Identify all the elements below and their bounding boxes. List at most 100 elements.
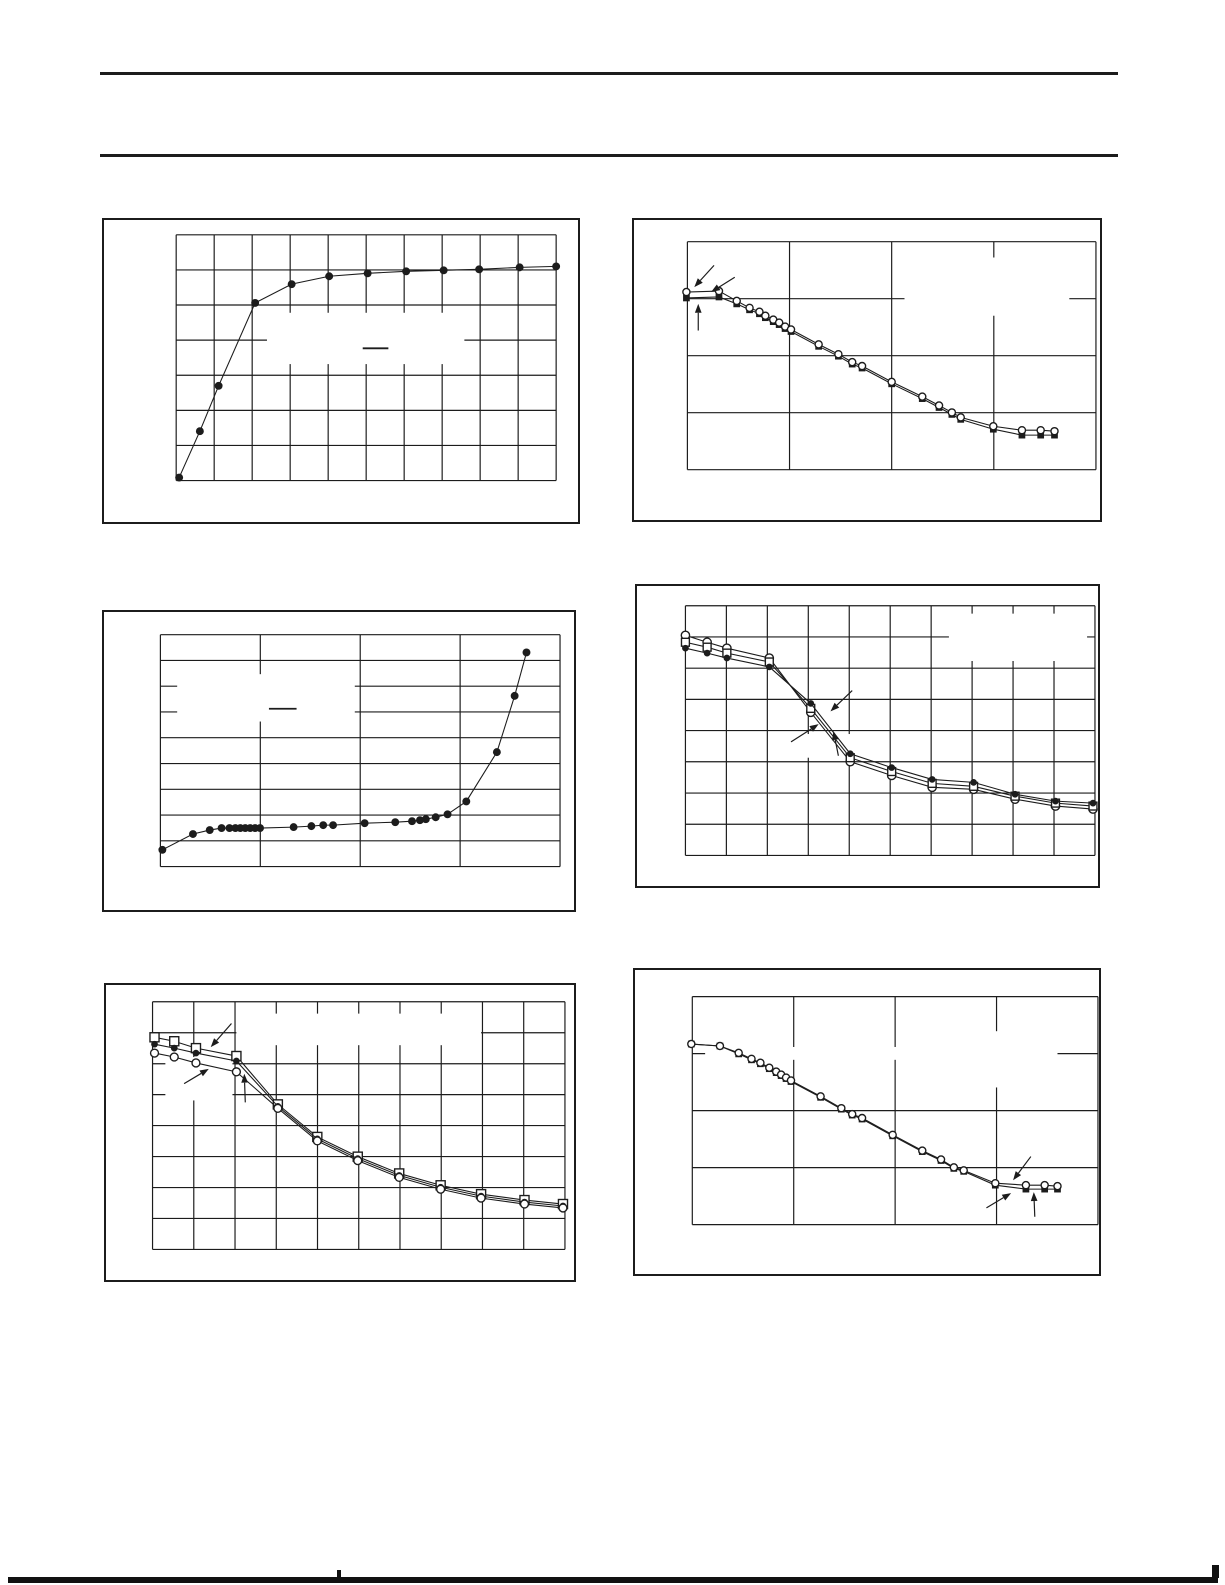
chart-canvas [687,996,1099,1226]
data-point-filled-circle [217,824,226,833]
data-point-filled-circle [421,815,430,824]
data-point-open-circle [682,287,691,297]
annotation-arrow-shaft [1033,1200,1036,1217]
chart-box-bottom-right [633,968,1101,1276]
data-point-open-circle [857,1113,867,1123]
data-point-open-circle [169,1052,179,1062]
data-point-filled-circle [402,267,411,276]
data-point-filled-square [715,293,723,301]
data-point-open-circle [774,318,784,327]
data-point-filled-circle [765,663,773,671]
data-point-filled-circle [682,644,689,652]
data-point-filled-circle [703,649,711,657]
annotation-arrow-shaft [836,690,853,706]
data-point-open-circle [1050,426,1059,436]
data-point-filled-circle [158,845,167,854]
data-point-open-circle [558,1203,568,1213]
data-point-open-circle [765,1063,774,1072]
data-point-open-circle [312,1136,322,1146]
data-point-open-circle [231,1067,242,1077]
data-point-open-circle [887,377,896,387]
data-point-filled-circle [307,822,316,831]
series-line [686,296,1055,436]
data-point-open-circle [814,340,823,349]
data-point-filled-circle [319,821,328,830]
data-point-filled-circle [256,824,265,833]
series-line [685,641,1094,807]
data-point-open-circle [755,307,764,317]
data-point-filled-circle [391,818,400,827]
data-point-open-circle [786,1076,796,1085]
data-point-filled-circle [522,648,531,657]
data-point-filled-circle [1089,799,1097,807]
data-point-open-circle [191,1058,201,1068]
annotation-arrow-shaft [244,1082,246,1103]
data-point-open-circle [947,408,957,417]
data-point-open-circle [949,1163,959,1172]
data-point-filled-circle [175,473,184,482]
data-point-open-circle [1040,1180,1049,1190]
annotation-arrow-shaft [986,1197,1004,1209]
label-whiteout-patch [904,292,1070,306]
series-line [685,647,1094,804]
data-point-filled-circle [970,779,977,786]
data-point-open-circle [1036,425,1045,435]
data-point-open-circle [149,1048,160,1058]
label-whiteout-patch [266,312,465,365]
data-point-open-circle [847,357,857,367]
data-point-open-circle [918,392,927,401]
data-point-open-circle [837,1103,846,1113]
data-point-filled-circle [195,427,204,436]
annotation-arrow-head [694,303,702,313]
annotation-arrow-shaft [699,264,715,281]
label-whiteout-patch [177,674,355,722]
data-point-filled-square [683,294,690,302]
data-point-open-circle [888,1130,897,1140]
chart-canvas [158,634,561,868]
chart-box-bottom-left [104,983,576,1282]
data-point-open-square [169,1036,180,1047]
data-point-open-circle [394,1172,404,1183]
data-point-open-circle [732,296,741,306]
series-line [685,634,1094,810]
data-point-open-circle [934,401,944,410]
footer-bar [8,1577,1218,1583]
data-point-filled-circle [192,1049,200,1057]
data-point-filled-circle [325,272,334,281]
data-point-open-circle [956,413,965,422]
data-point-open-circle [476,1193,486,1203]
data-point-filled-circle [225,824,234,833]
data-point-open-circle [991,1178,1000,1188]
data-point-filled-square [1037,431,1045,439]
data-point-filled-circle [189,830,197,838]
data-point-filled-circle [1011,790,1019,798]
annotation-arrow-head [1030,1192,1038,1202]
data-point-open-circle [761,311,770,320]
data-point-filled-circle [214,381,223,390]
chart-box-middle-left [102,610,576,912]
annotation-arrow-shaft [790,728,812,743]
series-line [178,265,557,478]
data-point-filled-circle [462,797,471,806]
annotation-arrow-head [830,702,840,712]
footer-mark [1212,1565,1219,1578]
annotation-arrow-head [809,724,819,732]
data-point-open-circle [747,1054,756,1064]
data-point-filled-circle [151,1040,158,1048]
annotation-arrow-head [1001,1193,1012,1201]
series-line [154,1043,564,1207]
data-point-open-circle [1053,1181,1062,1191]
data-point-filled-circle [443,810,452,819]
data-point-filled-circle [233,1057,240,1065]
data-point-open-circle [936,1155,946,1164]
data-point-filled-circle [475,265,484,274]
annotation-arrow-head [1013,1171,1022,1181]
chart-box-top-right [632,218,1102,522]
data-point-filled-circle [807,700,815,707]
data-point-open-circle [918,1146,927,1155]
data-point-open-circle [756,1058,765,1068]
data-point-filled-circle [289,823,298,832]
data-point-open-circle [786,325,796,334]
data-point-filled-circle [360,819,369,828]
